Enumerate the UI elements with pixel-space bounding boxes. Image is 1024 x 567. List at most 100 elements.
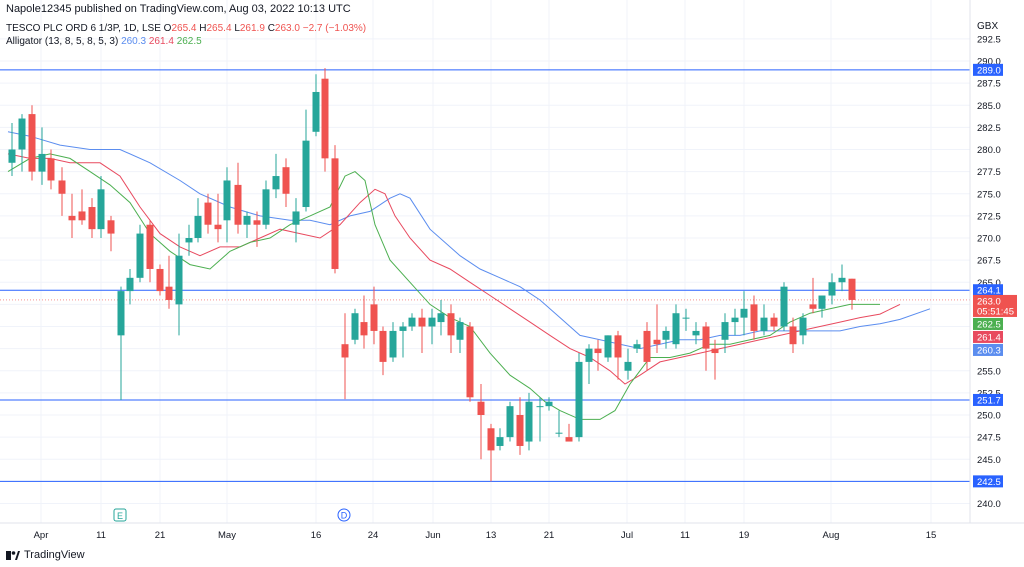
candlestick-series[interactable]: [8, 68, 856, 482]
candle[interactable]: [146, 220, 154, 283]
candle[interactable]: [68, 193, 76, 238]
candle[interactable]: [399, 322, 407, 358]
candle[interactable]: [633, 339, 641, 354]
candle[interactable]: [58, 167, 66, 216]
candle[interactable]: [643, 322, 651, 371]
candle[interactable]: [662, 326, 670, 349]
candle[interactable]: [331, 145, 339, 274]
candle[interactable]: [437, 299, 445, 336]
candle[interactable]: [506, 401, 514, 442]
candle[interactable]: [194, 198, 202, 243]
candle[interactable]: [536, 397, 544, 442]
candle[interactable]: [243, 211, 251, 238]
candle[interactable]: [604, 335, 612, 362]
candle[interactable]: [828, 273, 836, 305]
candle[interactable]: [117, 286, 125, 400]
candle[interactable]: [496, 428, 504, 451]
time-axis-ticks[interactable]: Apr 11 21 May 16 24 Jun 13 21 Jul 11 19 Aug 15: [34, 530, 937, 541]
candle[interactable]: [838, 264, 846, 292]
candle[interactable]: [428, 308, 436, 345]
candle[interactable]: [721, 313, 729, 354]
chart-legend[interactable]: TESCO PLC ORD 6 1/3P, 1D, LSE O265.4 H26…: [6, 22, 366, 48]
candle[interactable]: [780, 282, 788, 331]
candle[interactable]: [18, 114, 26, 172]
price-axis-ticks[interactable]: 240.0242.5245.0247.5250.0252.5255.0257.5…: [977, 34, 1001, 510]
candle[interactable]: [740, 291, 748, 336]
candle[interactable]: [28, 105, 36, 181]
candle[interactable]: [702, 322, 710, 371]
alligator-row[interactable]: Alligator (13, 8, 5, 8, 5, 3) 260.3 261.…: [6, 35, 366, 48]
candle[interactable]: [770, 313, 778, 331]
candle[interactable]: [750, 295, 758, 340]
candle[interactable]: [594, 339, 602, 371]
candle[interactable]: [136, 224, 144, 283]
candle[interactable]: [477, 384, 485, 460]
candle[interactable]: [282, 158, 290, 208]
candle[interactable]: [8, 122, 16, 177]
candle[interactable]: [97, 176, 105, 238]
candle[interactable]: [653, 304, 661, 354]
candle[interactable]: [456, 317, 464, 354]
candle[interactable]: [379, 326, 387, 376]
candle[interactable]: [78, 189, 86, 225]
candle[interactable]: [487, 423, 495, 482]
candle[interactable]: [809, 277, 817, 314]
candle[interactable]: [204, 193, 212, 234]
candle[interactable]: [447, 304, 455, 354]
candle[interactable]: [262, 180, 270, 230]
candle[interactable]: [214, 193, 222, 243]
horizontal-levels[interactable]: [0, 69, 970, 482]
candle[interactable]: [312, 74, 320, 137]
high-value: 265.4: [206, 23, 232, 34]
candle[interactable]: [466, 322, 474, 402]
candle[interactable]: [575, 353, 583, 442]
candle[interactable]: [185, 224, 193, 256]
candle[interactable]: [408, 313, 416, 331]
candle[interactable]: [38, 127, 46, 185]
candle[interactable]: [672, 304, 680, 349]
candle[interactable]: [624, 348, 632, 380]
candle[interactable]: [223, 167, 231, 243]
candle[interactable]: [302, 109, 310, 212]
candle[interactable]: [107, 215, 115, 252]
candle[interactable]: [234, 162, 242, 234]
candle[interactable]: [88, 198, 96, 238]
candle[interactable]: [789, 317, 797, 354]
candle[interactable]: [418, 308, 426, 354]
earnings-event-marker[interactable]: E: [113, 508, 127, 522]
candle[interactable]: [272, 153, 280, 199]
candle[interactable]: [711, 339, 719, 380]
candle[interactable]: [292, 198, 300, 243]
low-label: L: [234, 23, 240, 34]
candle[interactable]: [682, 308, 690, 331]
candle[interactable]: [253, 211, 261, 247]
candle[interactable]: [760, 304, 768, 336]
candle[interactable]: [165, 255, 173, 309]
candle[interactable]: [126, 268, 134, 305]
candle[interactable]: [516, 397, 524, 455]
tradingview-brand[interactable]: TradingView: [6, 549, 85, 561]
candle[interactable]: [614, 330, 622, 380]
candle[interactable]: [585, 344, 593, 385]
candle[interactable]: [175, 233, 183, 336]
candle[interactable]: [818, 295, 826, 318]
candle[interactable]: [555, 410, 563, 438]
candle[interactable]: [360, 295, 368, 349]
candle[interactable]: [565, 423, 573, 442]
candle[interactable]: [525, 392, 533, 451]
candle[interactable]: [370, 286, 378, 345]
candle[interactable]: [351, 308, 359, 345]
candle[interactable]: [848, 278, 856, 310]
candle[interactable]: [47, 149, 55, 190]
symbol-row[interactable]: TESCO PLC ORD 6 1/3P, 1D, LSE O265.4 H26…: [6, 22, 366, 35]
candle[interactable]: [341, 313, 349, 400]
candle[interactable]: [545, 397, 553, 411]
candle[interactable]: [692, 322, 700, 345]
candle[interactable]: [731, 308, 739, 336]
dividend-event-marker[interactable]: D: [337, 508, 351, 522]
candle[interactable]: [799, 313, 807, 345]
candle[interactable]: [389, 322, 397, 362]
candle[interactable]: [156, 264, 164, 296]
candle[interactable]: [321, 68, 329, 172]
